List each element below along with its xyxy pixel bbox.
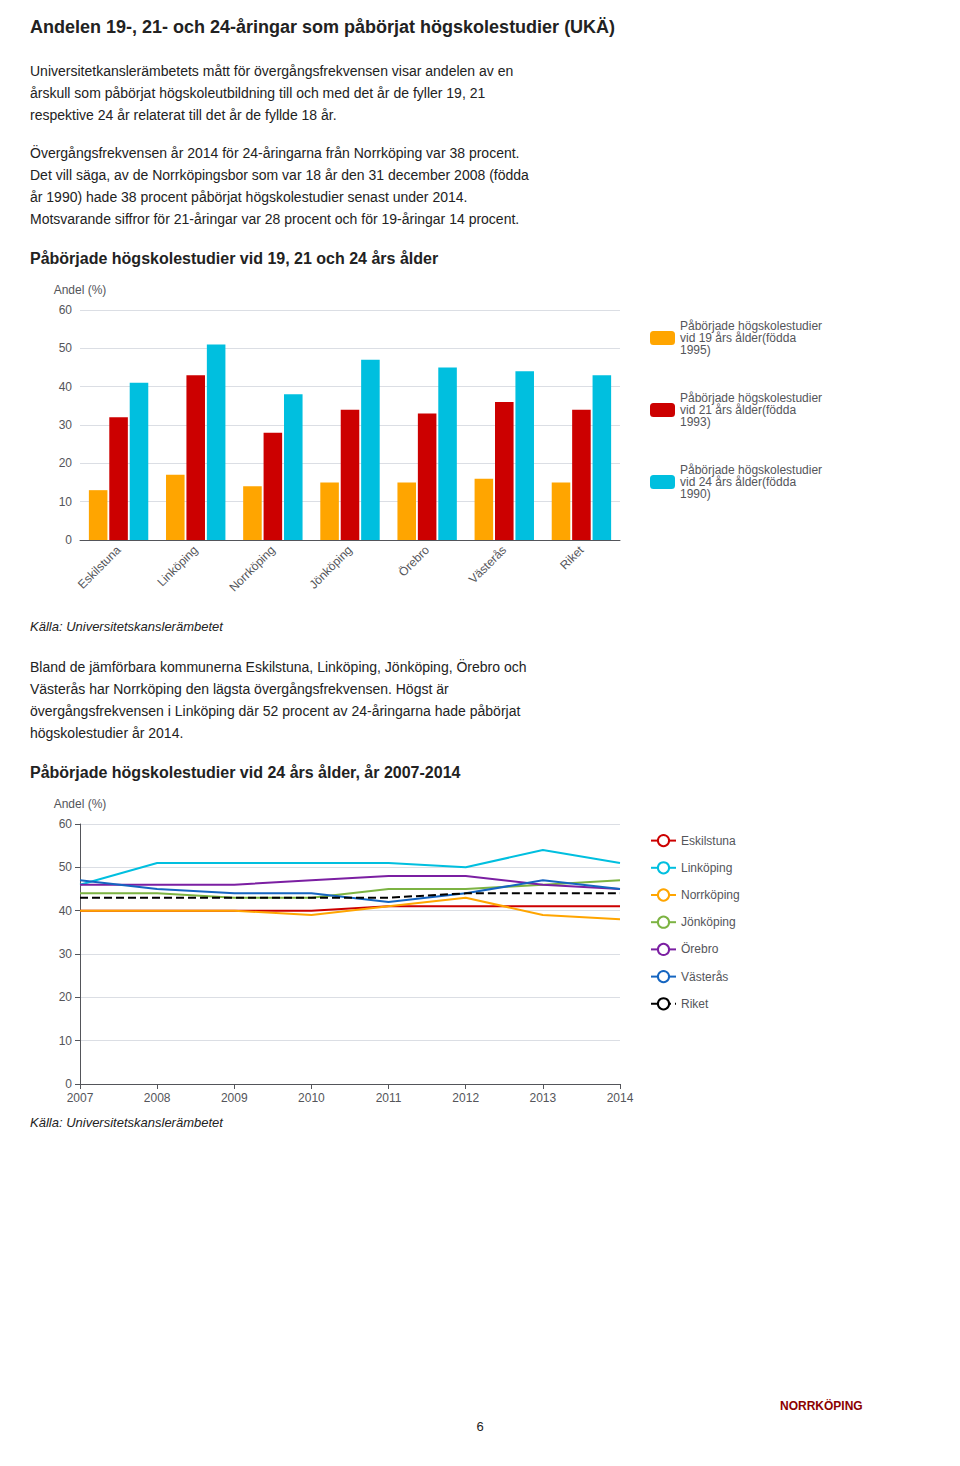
svg-text:1990): 1990) (680, 487, 711, 501)
svg-text:Norrköping: Norrköping (681, 888, 740, 902)
svg-text:0: 0 (65, 533, 72, 547)
svg-text:vid 24 års ålder(födda: vid 24 års ålder(födda (680, 475, 797, 489)
svg-text:vid 21 års ålder(födda: vid 21 års ålder(födda (680, 403, 797, 417)
svg-text:Västerås har Norrköping den lä: Västerås har Norrköping den lägsta överg… (30, 681, 449, 697)
svg-text:10: 10 (59, 1034, 73, 1048)
svg-text:NORRKÖPING: NORRKÖPING (780, 1398, 863, 1413)
svg-text:6: 6 (476, 1419, 483, 1434)
svg-text:50: 50 (59, 860, 73, 874)
svg-text:40: 40 (59, 904, 73, 918)
svg-text:Övergångsfrekvensen år 2014 fö: Övergångsfrekvensen år 2014 för 24-åring… (30, 144, 520, 161)
svg-text:Andel (%): Andel (%) (54, 283, 107, 297)
svg-text:2010: 2010 (298, 1091, 325, 1105)
svg-text:högskolestudier år 2014.: högskolestudier år 2014. (30, 725, 183, 741)
svg-text:50: 50 (59, 341, 73, 355)
svg-text:30: 30 (59, 947, 73, 961)
svg-text:10: 10 (59, 495, 73, 509)
svg-text:Örebro: Örebro (396, 543, 433, 580)
svg-text:Påbörjade högskolestudier: Påbörjade högskolestudier (680, 319, 823, 333)
svg-text:Västerås: Västerås (466, 543, 509, 586)
svg-text:2007: 2007 (67, 1091, 94, 1105)
svg-text:Eskilstuna: Eskilstuna (681, 834, 736, 848)
svg-text:Motsvarande siffror för 21-åri: Motsvarande siffror för 21-åringar var 2… (30, 211, 519, 227)
svg-text:2011: 2011 (376, 1091, 402, 1105)
svg-text:2012: 2012 (452, 1091, 479, 1105)
svg-text:respektive 24 år relaterat til: respektive 24 år relaterat till det år d… (30, 107, 337, 123)
svg-text:Riket: Riket (557, 543, 587, 573)
svg-text:20: 20 (59, 456, 73, 470)
svg-text:Jönköping: Jönköping (306, 543, 355, 592)
svg-text:år 1990) hade 38 procent påbör: år 1990) hade 38 procent påbörjat högsko… (30, 189, 467, 205)
svg-text:2013: 2013 (530, 1091, 557, 1105)
svg-text:övergångsfrekvensen i Linköpin: övergångsfrekvensen i Linköping där 52 p… (30, 703, 520, 719)
svg-text:20: 20 (59, 990, 73, 1004)
svg-text:Påbörjade högskolestudier: Påbörjade högskolestudier (680, 391, 823, 405)
svg-text:vid 19 års ålder(födda: vid 19 års ålder(födda (680, 331, 797, 345)
svg-text:2008: 2008 (144, 1091, 171, 1105)
svg-text:40: 40 (59, 380, 73, 394)
svg-text:Påbörjade högskolestudier vid: Påbörjade högskolestudier vid 19, 21 och… (30, 250, 438, 267)
svg-text:Källa: Universitetskanslerämbe: Källa: Universitetskanslerämbetet (30, 1115, 224, 1130)
svg-text:Eskilstuna: Eskilstuna (75, 543, 124, 592)
svg-text:Norrköping: Norrköping (226, 543, 277, 594)
svg-text:60: 60 (59, 817, 73, 831)
svg-text:1995): 1995) (680, 343, 711, 357)
svg-text:årskull som påbörjat högskoleu: årskull som påbörjat högskoleutbildning … (30, 85, 485, 101)
svg-text:30: 30 (59, 418, 73, 432)
svg-text:Bland de jämförbara kommunerna: Bland de jämförbara kommunerna Eskilstun… (30, 658, 527, 675)
svg-text:2009: 2009 (221, 1091, 248, 1105)
svg-text:1993): 1993) (680, 415, 711, 429)
svg-text:Det vill säga, av de Norrköpin: Det vill säga, av de Norrköpingsbor som … (30, 167, 529, 183)
svg-text:Påbörjade högskolestudier: Påbörjade högskolestudier (680, 463, 823, 477)
svg-text:Källa: Universitetskanslerämbe: Källa: Universitetskanslerämbetet (30, 619, 224, 634)
svg-text:0: 0 (65, 1077, 72, 1091)
svg-text:Riket: Riket (681, 997, 709, 1011)
svg-text:Jönköping: Jönköping (681, 915, 736, 929)
svg-text:Andelen 19-, 21- och 24-åringa: Andelen 19-, 21- och 24-åringar som påbö… (30, 17, 615, 37)
svg-text:2014: 2014 (607, 1091, 634, 1105)
svg-text:Linköping: Linköping (681, 861, 732, 875)
svg-text:Örebro: Örebro (681, 942, 719, 956)
svg-text:Linköping: Linköping (154, 543, 200, 589)
svg-text:Andel (%): Andel (%) (54, 797, 107, 811)
svg-text:60: 60 (59, 303, 73, 317)
svg-text:Universitetkanslerämbetets måt: Universitetkanslerämbetets mått för över… (30, 63, 513, 79)
svg-text:Västerås: Västerås (681, 970, 728, 984)
svg-text:Påbörjade högskolestudier vid: Påbörjade högskolestudier vid 24 års åld… (30, 764, 461, 781)
